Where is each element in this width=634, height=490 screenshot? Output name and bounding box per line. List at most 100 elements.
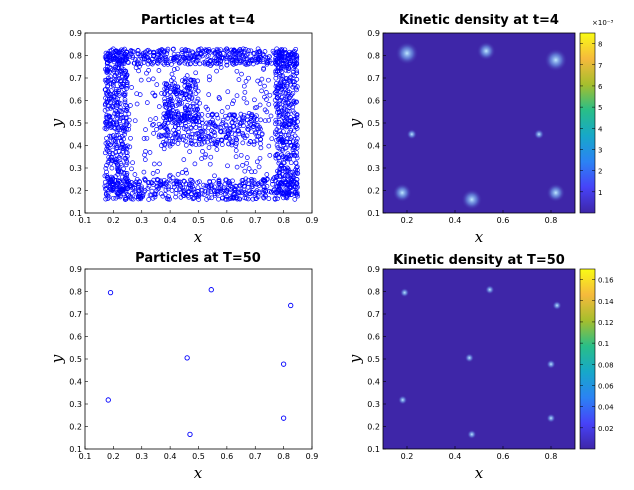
particle-point xyxy=(115,164,121,170)
particle-point xyxy=(267,92,273,98)
particle-point xyxy=(199,156,204,161)
particle-point xyxy=(176,126,181,131)
particle-point xyxy=(291,128,297,134)
particle-point xyxy=(196,113,202,119)
particle-point xyxy=(111,185,116,191)
particle-point xyxy=(254,104,260,110)
kinetic-density-t50-panel: Kinetic density at T=50 0.2 0.4 0.6 0.8 0.1 0… xyxy=(346,253,614,482)
particle-point xyxy=(119,65,124,71)
particle-point xyxy=(127,194,133,200)
particle-point xyxy=(276,65,282,70)
particle-point xyxy=(276,119,282,125)
particle-point xyxy=(277,173,283,179)
particle-point xyxy=(255,78,261,84)
particle-point xyxy=(116,149,122,154)
particle-point xyxy=(280,122,286,128)
particle-point xyxy=(225,89,231,95)
particle-point xyxy=(283,179,289,184)
particle-point xyxy=(162,81,168,86)
particles-t4-panel: Particles at t=4 0.1 0.2 0.3 0.4 0.5 0.6 0.7 0.… xyxy=(48,13,318,246)
particle-point xyxy=(157,132,162,138)
particle-point xyxy=(128,51,134,57)
particle-point xyxy=(121,82,126,87)
particle-point xyxy=(179,122,184,127)
particle-point xyxy=(192,52,198,58)
particle-point xyxy=(210,129,216,135)
particle-point xyxy=(223,123,229,129)
particle-point xyxy=(203,47,208,53)
particle-point xyxy=(131,181,137,186)
particle-point xyxy=(109,103,115,109)
particle-point xyxy=(224,62,230,68)
particle-point xyxy=(177,179,183,185)
particle-point xyxy=(202,61,208,67)
particle-point xyxy=(294,177,300,182)
particle-point xyxy=(171,127,176,133)
particle-point xyxy=(177,90,183,96)
particle-point xyxy=(282,166,288,171)
particle-point xyxy=(264,172,270,177)
particle-point xyxy=(147,49,152,55)
density-hotspot xyxy=(464,353,474,363)
y-tick-label: 0.7 xyxy=(367,310,380,319)
particle-point xyxy=(141,136,147,141)
particle-point xyxy=(184,96,190,101)
particle-point xyxy=(175,172,181,177)
particle-point xyxy=(245,181,251,187)
particle-point xyxy=(277,101,283,107)
particle-point xyxy=(285,68,291,74)
particle-point xyxy=(106,78,111,83)
particle-point xyxy=(187,85,192,91)
y-axis-label: y xyxy=(346,118,364,128)
particle-point xyxy=(171,75,176,81)
particle-point xyxy=(171,119,177,124)
x-axis-label: x xyxy=(475,464,484,482)
particle-point xyxy=(171,181,177,187)
particle-point xyxy=(165,46,171,52)
particle-point xyxy=(150,61,155,67)
particle-point xyxy=(120,149,125,155)
particle-point xyxy=(122,75,128,81)
particle-point xyxy=(273,70,279,75)
particle-point xyxy=(290,169,296,175)
particle-point xyxy=(105,91,110,97)
particle-point xyxy=(289,142,294,148)
particle-point xyxy=(275,152,280,157)
particle-point xyxy=(184,355,190,361)
y-tick-label: 0.6 xyxy=(367,97,380,106)
particle-point xyxy=(102,183,108,189)
particle-point xyxy=(104,146,110,152)
x-tick-label: 0.1 xyxy=(79,216,92,225)
particle-point xyxy=(220,117,226,123)
particle-point xyxy=(192,161,198,167)
particle-point xyxy=(128,184,134,190)
particle-point xyxy=(162,125,168,131)
particle-point xyxy=(236,196,242,202)
particle-point xyxy=(155,169,160,174)
particle-point xyxy=(225,186,231,191)
particle-point xyxy=(211,178,216,184)
particle-point xyxy=(153,116,159,121)
particle-point xyxy=(217,61,223,67)
x-tick-label: 0.8 xyxy=(277,216,290,225)
particle-point xyxy=(262,118,268,124)
particle-point xyxy=(218,65,224,70)
density-hotspot xyxy=(398,395,408,405)
particle-point xyxy=(108,155,114,160)
particle-point xyxy=(168,94,174,100)
particle-point xyxy=(251,124,256,129)
particle-point xyxy=(202,129,208,135)
particle-point xyxy=(154,183,160,189)
particle-point xyxy=(283,100,288,106)
particle-point xyxy=(279,50,285,56)
particle-point xyxy=(169,110,175,116)
particle-point xyxy=(156,68,162,73)
particle-point xyxy=(258,141,263,147)
colorbar-tick-label: 6 xyxy=(598,83,603,91)
particle-point xyxy=(157,161,162,167)
particle-point xyxy=(105,196,111,201)
particle-point xyxy=(166,194,171,200)
particle-point xyxy=(119,71,125,77)
particle-point xyxy=(126,126,131,132)
particle-point xyxy=(219,109,225,114)
